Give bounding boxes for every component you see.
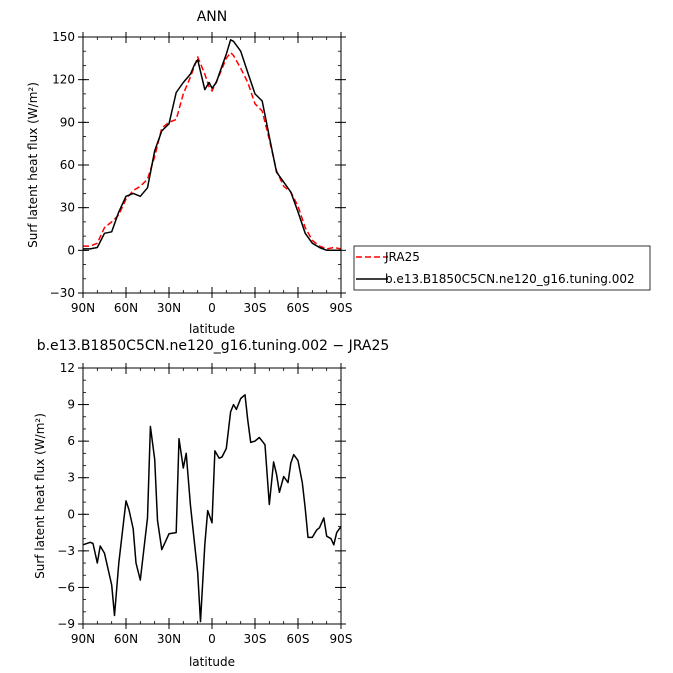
bottom-series-line-difference xyxy=(82,394,342,623)
top-y-tick-label: 60 xyxy=(60,158,75,172)
legend: JRA25 b.e13.B1850C5CN.ne120_g16.tuning.0… xyxy=(353,245,651,291)
bottom-panel-y-axis-label: Surf latent heat flux (W/m²) xyxy=(33,413,47,579)
top-x-tick-label: 30S xyxy=(244,301,267,315)
top-y-tick-label: 30 xyxy=(60,201,75,215)
bottom-y-tick-label: 3 xyxy=(67,471,75,485)
top-panel-series xyxy=(83,39,342,252)
bottom-x-tick-label: 30S xyxy=(244,632,267,646)
top-y-tick-label: 0 xyxy=(67,243,75,257)
top-x-tick-label: 90S xyxy=(330,301,353,315)
top-x-tick-label: 90N xyxy=(71,301,95,315)
top-panel-axes: 90N 60N 30N 0 30S 60S 90S −30 0 30 60 90 120 150 xyxy=(50,30,353,315)
top-y-tick-label: 120 xyxy=(52,73,75,87)
top-series-line-jra25 xyxy=(83,51,342,250)
bottom-x-tick-label: 90N xyxy=(71,632,95,646)
bottom-y-tick-label: 0 xyxy=(67,507,75,521)
top-panel-plot-frame xyxy=(82,36,342,294)
bottom-y-tick-label: 9 xyxy=(67,398,75,412)
top-y-tick-label: 90 xyxy=(60,115,75,129)
bottom-y-tick-label: −6 xyxy=(57,580,75,594)
bottom-x-tick-label: 0 xyxy=(208,632,216,646)
bottom-panel-plot-frame xyxy=(82,367,342,625)
bottom-x-tick-label: 60N xyxy=(114,632,138,646)
top-x-tick-label: 60S xyxy=(287,301,310,315)
top-y-tick-label: −30 xyxy=(50,286,75,300)
bottom-panel-axes: 90N 60N 30N 0 30S 60S 90S −9 −6 −3 0 3 6 9 12 xyxy=(57,361,352,646)
top-series-line-b-e13-b1850c5cn-ne120-g16-tuning-002 xyxy=(83,39,341,252)
top-panel-title: ANN xyxy=(197,9,228,25)
legend-label-model: b.e13.B1850C5CN.ne120_g16.tuning.002 xyxy=(385,272,635,286)
bottom-x-tick-label: 30N xyxy=(157,632,181,646)
legend-label-jra25: JRA25 xyxy=(384,250,420,264)
legend-box xyxy=(353,245,651,291)
bottom-y-tick-label: 12 xyxy=(60,361,75,375)
top-panel: ANN 90N 60N 30N 0 30S 60S 90S−300306090120150 … xyxy=(26,9,352,336)
top-x-tick-label: 30N xyxy=(157,301,181,315)
bottom-panel-x-axis-label: latitude xyxy=(189,655,235,669)
bottom-x-tick-label: 90S xyxy=(330,632,353,646)
top-panel-x-axis-label: latitude xyxy=(189,322,235,336)
bottom-y-tick-label: −3 xyxy=(57,544,75,558)
top-x-tick-label: 0 xyxy=(208,301,216,315)
bottom-panel-series xyxy=(82,394,342,623)
top-panel-y-axis-label: Surf latent heat flux (W/m²) xyxy=(26,82,40,248)
bottom-x-tick-label: 60S xyxy=(287,632,310,646)
top-x-tick-label: 60N xyxy=(114,301,138,315)
bottom-y-tick-label: −9 xyxy=(57,617,75,631)
top-y-tick-label: 150 xyxy=(52,30,75,44)
bottom-y-tick-label: 6 xyxy=(67,434,75,448)
bottom-panel-title: b.e13.B1850C5CN.ne120_g16.tuning.002 − J… xyxy=(37,338,390,354)
bottom-panel: b.e13.B1850C5CN.ne120_g16.tuning.002 − J… xyxy=(33,338,389,669)
